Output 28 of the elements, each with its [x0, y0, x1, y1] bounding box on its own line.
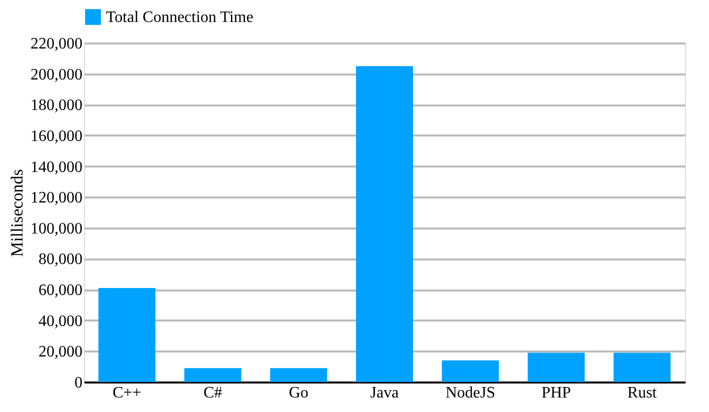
y-axis-title: Milliseconds	[8, 169, 26, 257]
x-tick-label: C++	[112, 384, 142, 402]
x-tick-label: Rust	[627, 384, 658, 402]
x-tick-label: Java	[370, 384, 399, 402]
y-tick-label: 80,000	[38, 251, 82, 268]
bar	[184, 368, 242, 382]
x-tick-label: Go	[288, 384, 308, 402]
y-tick-label: 120,000	[30, 190, 82, 207]
bar	[356, 66, 413, 382]
y-tick-label: 200,000	[30, 66, 82, 84]
bar	[442, 360, 499, 382]
y-tick-label: 180,000	[30, 97, 82, 114]
y-tick-label: 40,000	[38, 312, 82, 330]
x-tick-label: NodeJS	[445, 384, 496, 402]
bar	[270, 368, 328, 382]
bar	[614, 352, 671, 382]
y-tick-label: 160,000	[30, 128, 82, 145]
y-tick-label: 20,000	[38, 344, 82, 361]
y-tick-label: 100,000	[30, 220, 82, 238]
y-tick-label: 140,000	[30, 158, 82, 176]
y-tick-label: 220,000	[30, 36, 82, 52]
bar	[98, 288, 156, 382]
x-tick-label: PHP	[542, 384, 571, 402]
y-tick-label: 0	[74, 374, 82, 392]
bar	[528, 352, 585, 382]
x-tick-label: C#	[203, 384, 222, 402]
legend-label: Total Connection Time	[106, 9, 254, 26]
y-tick-label: 60,000	[38, 282, 82, 300]
